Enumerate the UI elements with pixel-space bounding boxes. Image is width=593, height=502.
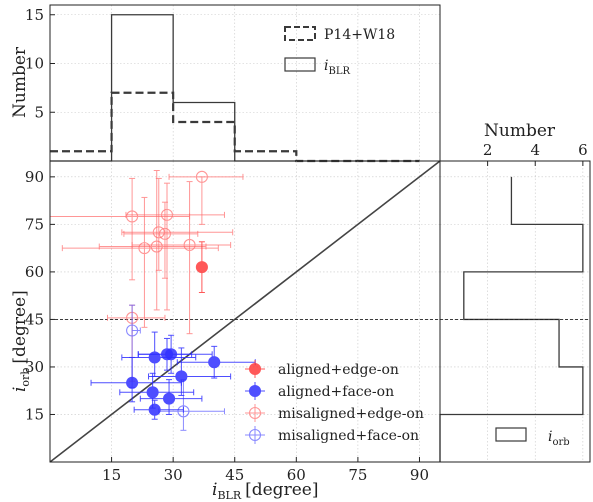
right-histogram-panel: 2 4 6 Number iorb [439, 121, 591, 463]
right-x-tick-label: 4 [530, 141, 540, 159]
top-y-ticks: 5 10 15 [25, 6, 55, 121]
data-point-misaligned-edge-on [61, 196, 219, 328]
one-to-one-line [49, 160, 441, 463]
legend-label-p14-w18: P14+W18 [324, 27, 395, 43]
legend-entry-aligned-face-on [245, 382, 265, 400]
marker [195, 170, 208, 183]
main-x-tick-label: 75 [348, 466, 367, 484]
main-x-tick-label: 90 [410, 466, 429, 484]
data-point-misaligned-edge-on [106, 304, 166, 382]
marker [148, 403, 161, 416]
marker [165, 348, 178, 361]
data-point-aligned-face-on [139, 379, 203, 415]
marker [208, 356, 221, 369]
legend-marker [248, 362, 262, 376]
marker [175, 370, 188, 383]
data-point-aligned-face-on [133, 399, 184, 420]
data-point-misaligned-edge-on [98, 170, 207, 311]
main-legend: aligned+edge-on aligned+face-on misaligned… [245, 360, 424, 444]
top-legend: P14+W18 iBLR [284, 26, 395, 77]
legend-label: misaligned+face-on [278, 428, 419, 444]
marker [126, 376, 139, 389]
data-point-aligned-face-on [176, 345, 256, 379]
marker [195, 261, 208, 274]
legend-label: aligned+face-on [278, 384, 394, 400]
right-grid [440, 161, 590, 462]
main-scatter-panel: 15 30 45 60 75 90 15 30 45 60 75 90 iBLR [degree] i… [10, 160, 441, 502]
data-point-misaligned-edge-on [168, 170, 244, 225]
main-y-tick-label: 30 [25, 358, 44, 376]
main-x-ticks: 15 30 45 60 75 90 [102, 457, 429, 484]
right-x-axis-label: Number [484, 121, 556, 141]
data-point-misaligned-edge-on [121, 177, 234, 271]
data-point-misaligned-edge-on [131, 181, 232, 335]
data-point-aligned-edge-on [195, 241, 208, 293]
legend-label-iblr: iBLR [324, 58, 350, 77]
marker [158, 227, 171, 240]
legend-entry-aligned-edge-on [245, 360, 265, 378]
marker [152, 226, 165, 239]
legend-swatch-iblr [284, 57, 316, 72]
main-y-tick-label: 15 [25, 405, 44, 423]
right-x-tick-label: 2 [483, 141, 493, 159]
marker [163, 392, 176, 405]
main-x-tick-label: 15 [102, 466, 121, 484]
main-y-tick-label: 90 [25, 168, 44, 186]
top-y-tick-label: 5 [34, 103, 44, 121]
top-histogram-panel: 5 10 15 Number P14+W18 iBLR [10, 4, 441, 163]
legend-label: aligned+edge-on [278, 362, 399, 378]
main-x-tick-label: 45 [225, 466, 244, 484]
data-point-aligned-face-on [148, 347, 232, 396]
marker [126, 324, 139, 337]
main-y-axis-label: iorb[degree] [10, 290, 32, 392]
right-x-tick-label: 6 [578, 141, 588, 159]
right-panel-frame [439, 160, 591, 463]
legend-entry-misaligned-face-on [245, 426, 265, 444]
legend-marker [248, 384, 262, 398]
marker [138, 242, 151, 255]
legend-swatch-p14-w18 [284, 26, 316, 41]
marker [150, 240, 163, 253]
legend-entry-misaligned-edge-on [245, 404, 265, 422]
top-y-tick-label: 10 [25, 55, 44, 73]
main-y-tick-label: 45 [25, 310, 44, 328]
marker [148, 351, 161, 364]
legend-marker [248, 406, 262, 420]
data-point-aligned-face-on [90, 356, 182, 403]
main-x-axis-label: iBLR [degree] [212, 480, 318, 502]
top-y-axis-label: Number [10, 46, 30, 118]
marker [126, 210, 139, 223]
main-x-tick-label: 60 [287, 466, 306, 484]
right-legend: iorb [495, 427, 570, 448]
legend-label: misaligned+edge-on [278, 406, 424, 422]
marker [177, 405, 190, 418]
marker [146, 386, 159, 399]
right-x-ticks: 2 4 6 [483, 141, 588, 166]
scatter-points [49, 170, 256, 431]
marker [183, 238, 196, 252]
data-point-aligned-face-on [137, 334, 213, 374]
top-y-tick-label: 15 [25, 6, 44, 24]
main-grid [50, 161, 440, 462]
legend-marker [248, 428, 262, 442]
main-y-ticks: 15 30 45 60 75 90 [25, 168, 55, 423]
main-x-tick-label: 30 [164, 466, 183, 484]
legend-swatch-iorb [495, 427, 527, 442]
main-y-tick-label: 60 [25, 263, 44, 281]
data-point-misaligned-edge-on [125, 182, 225, 311]
main-y-tick-label: 75 [25, 215, 44, 233]
marker [160, 208, 174, 221]
legend-label-iorb: iorb [548, 429, 570, 448]
